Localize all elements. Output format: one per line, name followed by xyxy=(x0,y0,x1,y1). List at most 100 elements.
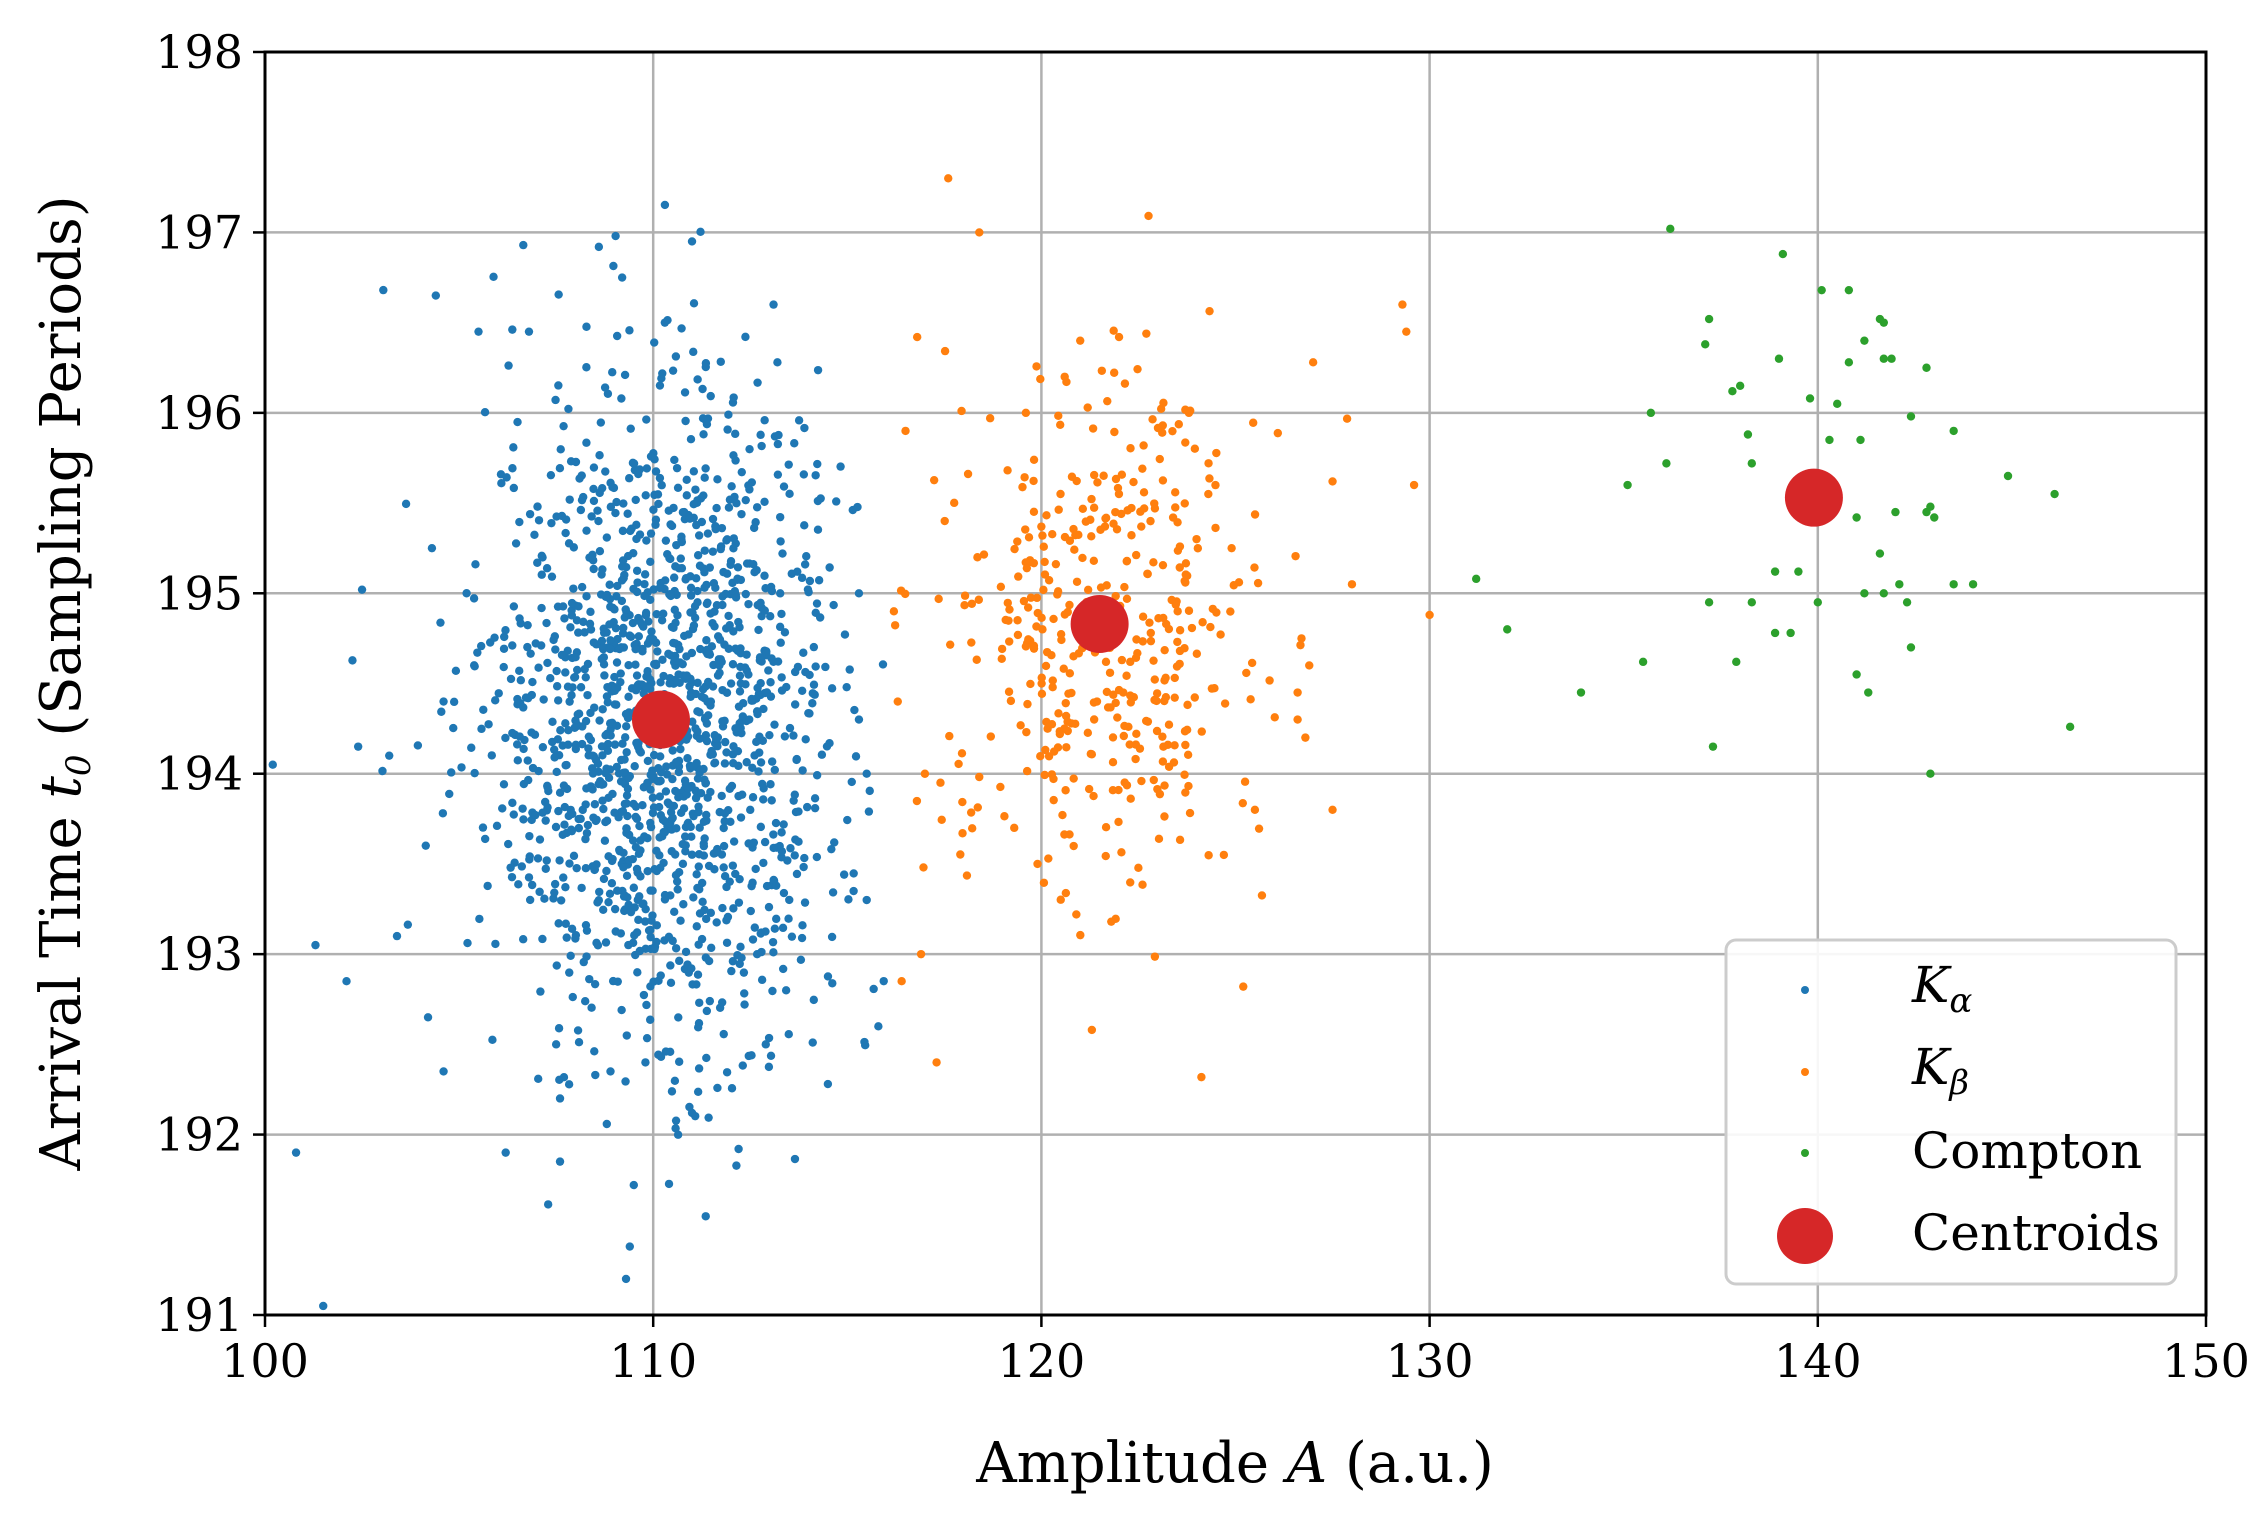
k-beta-point xyxy=(1037,679,1046,688)
k-alpha-point xyxy=(629,1180,638,1190)
k-alpha-point xyxy=(780,732,790,741)
k-beta-point xyxy=(1173,546,1183,555)
k-beta-point xyxy=(1026,593,1036,602)
k-beta-point xyxy=(1119,731,1129,741)
k-alpha-point xyxy=(735,671,745,680)
k-alpha-point xyxy=(722,624,731,633)
k-beta-point xyxy=(1033,859,1042,869)
k-alpha-point xyxy=(538,553,547,562)
k-alpha-point xyxy=(610,904,620,914)
k-beta-point xyxy=(1328,477,1337,486)
k-alpha-point xyxy=(628,938,638,948)
k-alpha-point xyxy=(641,611,651,620)
k-alpha-point xyxy=(582,322,591,331)
k-alpha-point xyxy=(603,698,612,707)
k-alpha-point xyxy=(524,873,534,882)
k-alpha-point xyxy=(635,821,644,831)
k-alpha-point xyxy=(642,1033,652,1043)
k-alpha-point xyxy=(722,1068,732,1077)
k-beta-point xyxy=(996,582,1006,592)
k-alpha-point xyxy=(750,923,759,932)
k-beta-point xyxy=(1142,329,1151,338)
k-alpha-point xyxy=(678,508,688,517)
k-beta-point xyxy=(1126,698,1136,707)
k-alpha-point xyxy=(752,566,761,575)
k-alpha-point xyxy=(651,467,661,476)
k-alpha-point xyxy=(792,869,802,879)
k-alpha-point xyxy=(798,766,807,775)
k-alpha-point xyxy=(652,866,661,876)
k-alpha-point xyxy=(717,523,727,533)
k-alpha-point xyxy=(628,836,638,845)
k-alpha-point xyxy=(747,1051,756,1060)
k-alpha-point xyxy=(784,460,793,469)
k-beta-point xyxy=(1107,917,1116,926)
k-alpha-point xyxy=(754,625,763,635)
k-beta-point xyxy=(1055,729,1065,739)
k-beta-point xyxy=(1211,480,1220,490)
k-beta-point xyxy=(1133,364,1142,374)
k-alpha-point xyxy=(799,648,808,657)
k-alpha-point xyxy=(611,231,620,241)
k-alpha-point xyxy=(722,536,731,545)
k-alpha-point xyxy=(752,503,762,512)
k-alpha-point xyxy=(689,499,698,509)
k-beta-point xyxy=(1084,784,1094,794)
compton-point xyxy=(1891,507,1900,517)
k-beta-point xyxy=(1184,606,1194,615)
k-beta-point xyxy=(1297,634,1306,643)
compton-point xyxy=(1704,598,1714,607)
k-alpha-point xyxy=(613,581,622,591)
k-beta-point xyxy=(1296,640,1305,650)
k-alpha-point xyxy=(748,793,758,802)
y-tick-label: 198 xyxy=(155,25,243,79)
k-alpha-point xyxy=(860,1037,869,1047)
k-alpha-point xyxy=(555,464,565,473)
k-beta-point xyxy=(1083,728,1093,738)
k-alpha-point xyxy=(631,812,640,822)
k-beta-point xyxy=(1047,651,1056,660)
k-beta-point xyxy=(1183,750,1193,760)
k-alpha-point xyxy=(686,591,696,600)
k-alpha-point xyxy=(508,641,517,650)
k-alpha-point xyxy=(776,638,785,647)
k-alpha-point xyxy=(501,1148,510,1157)
k-alpha-point xyxy=(589,564,598,574)
k-alpha-point xyxy=(427,543,437,553)
k-beta-point xyxy=(1003,466,1012,475)
k-alpha-point xyxy=(553,696,563,705)
compton-point xyxy=(1844,285,1854,295)
k-alpha-point xyxy=(666,978,676,988)
k-alpha-point xyxy=(580,665,589,674)
k-beta-point xyxy=(1096,525,1105,534)
k-alpha-point xyxy=(765,612,775,621)
k-alpha-point xyxy=(816,494,825,503)
k-beta-point xyxy=(1160,781,1169,790)
k-beta-point xyxy=(1149,775,1158,785)
k-alpha-point xyxy=(605,580,614,589)
k-alpha-point xyxy=(659,671,668,681)
k-beta-point xyxy=(1072,910,1081,919)
k-alpha-point xyxy=(744,839,753,848)
k-alpha-point xyxy=(602,816,612,825)
k-beta-point xyxy=(1219,850,1229,860)
k-alpha-point xyxy=(580,628,589,637)
k-alpha-point xyxy=(813,525,823,534)
k-beta-point xyxy=(1078,553,1087,563)
y-tick-label: 196 xyxy=(155,386,243,440)
k-beta-point xyxy=(1207,684,1217,693)
k-alpha-point xyxy=(445,789,454,799)
k-alpha-point xyxy=(727,482,736,491)
k-alpha-point xyxy=(785,723,795,733)
k-alpha-point xyxy=(740,1000,749,1009)
k-alpha-point xyxy=(764,1033,774,1043)
k-beta-point xyxy=(1047,720,1057,729)
k-beta-point xyxy=(1164,720,1174,729)
compton-point xyxy=(1922,363,1931,372)
k-alpha-point xyxy=(469,594,479,603)
k-alpha-point xyxy=(578,805,587,815)
k-alpha-point xyxy=(619,863,628,872)
k-alpha-point xyxy=(656,971,665,980)
k-beta-point xyxy=(1159,398,1168,408)
k-alpha-point xyxy=(874,1022,883,1031)
